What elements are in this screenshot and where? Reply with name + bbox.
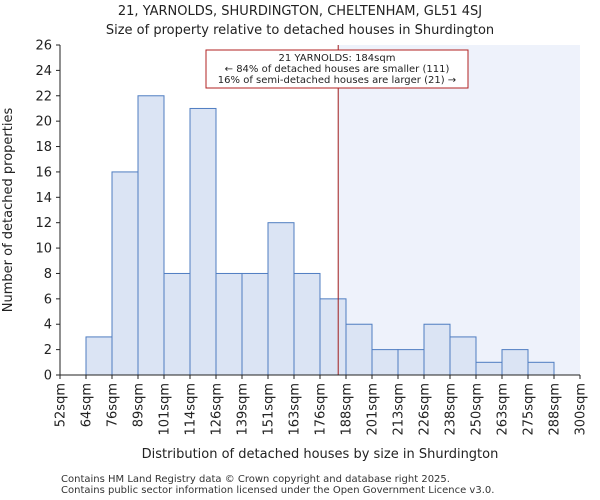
highlight-region — [338, 45, 580, 375]
y-tick-label-6: 6 — [44, 292, 52, 307]
x-tick-label-163sqm: 163sqm — [288, 383, 303, 436]
bar-139sqm — [241, 272, 269, 376]
x-tick-label-250sqm: 250sqm — [470, 383, 485, 436]
x-tick-label-176sqm: 176sqm — [314, 383, 329, 436]
bar-201sqm — [371, 349, 399, 376]
chart-title-address: 21, YARNOLDS, SHURDINGTON, CHELTENHAM, G… — [117, 4, 483, 19]
y-tick-label-12: 12 — [35, 216, 52, 231]
x-tick-label-288sqm: 288sqm — [548, 383, 563, 436]
y-axis-label: Number of detached properties — [1, 108, 16, 313]
bar-64sqm — [85, 336, 113, 376]
y-tick-label-10: 10 — [35, 242, 52, 257]
x-axis-ticks: 52sqm 64sqm 76sqm 89sqm 101sqm 114sqm 126sqm 13… — [54, 375, 589, 436]
x-tick-label-188sqm: 188sqm — [340, 383, 355, 436]
annotation-line-1: 21 YARNOLDS: 184sqm — [279, 53, 396, 64]
y-tick-label-20: 20 — [35, 115, 52, 130]
x-tick-label-201sqm: 201sqm — [366, 383, 381, 436]
bar-226sqm — [423, 323, 451, 376]
footer-attribution: Contains HM Land Registry data © Crown c… — [61, 474, 494, 496]
x-tick-label-139sqm: 139sqm — [236, 383, 251, 436]
bar-176sqm — [319, 298, 347, 376]
bar-275sqm — [527, 361, 555, 376]
x-tick-label-126sqm: 126sqm — [210, 383, 225, 436]
bar-89sqm — [137, 95, 165, 376]
annotation-line-2: ← 84% of detached houses are smaller (11… — [225, 64, 450, 75]
bar-188sqm — [345, 323, 373, 376]
x-tick-label-275sqm: 275sqm — [522, 383, 537, 436]
bar-151sqm — [267, 222, 295, 376]
bar-114sqm — [189, 107, 217, 376]
chart-title-subtitle: Size of property relative to detached ho… — [105, 23, 495, 38]
x-tick-label-238sqm: 238sqm — [444, 383, 459, 436]
y-tick-label-4: 4 — [44, 318, 52, 333]
x-tick-label-263sqm: 263sqm — [496, 383, 511, 436]
y-tick-label-16: 16 — [35, 165, 52, 180]
x-tick-label-300sqm: 300sqm — [574, 383, 589, 436]
chart-title-block: 21, YARNOLDS, SHURDINGTON, CHELTENHAM, G… — [0, 2, 600, 40]
footer-line-2: Contains public sector information licen… — [61, 485, 495, 496]
y-tick-label-8: 8 — [44, 267, 52, 282]
x-tick-label-89sqm: 89sqm — [132, 383, 147, 427]
bar-250sqm — [475, 361, 503, 376]
x-tick-label-226sqm: 226sqm — [418, 383, 433, 436]
annotation-frame — [205, 49, 469, 89]
bar-101sqm — [163, 272, 191, 376]
bar-76sqm — [111, 171, 139, 376]
bar-126sqm — [215, 272, 243, 376]
y-tick-label-14: 14 — [35, 191, 52, 206]
y-tick-label-22: 22 — [35, 89, 52, 104]
bar-263sqm — [501, 349, 529, 376]
y-tick-label-0: 0 — [44, 369, 52, 384]
y-tick-label-2: 2 — [44, 343, 52, 358]
y-tick-label-18: 18 — [35, 140, 52, 155]
y-tick-label-24: 24 — [35, 64, 52, 79]
x-tick-label-114sqm: 114sqm — [184, 383, 199, 436]
x-tick-label-52sqm: 52sqm — [54, 383, 69, 427]
bar-238sqm — [449, 336, 477, 376]
x-tick-label-101sqm: 101sqm — [158, 383, 173, 436]
bar-213sqm — [397, 349, 425, 376]
bar-163sqm — [293, 272, 321, 376]
x-tick-label-151sqm: 151sqm — [262, 383, 277, 436]
x-tick-label-213sqm: 213sqm — [392, 383, 407, 436]
y-tick-label-26: 26 — [35, 39, 52, 54]
x-tick-label-64sqm: 64sqm — [80, 383, 95, 427]
footer-line-1: Contains HM Land Registry data © Crown c… — [61, 474, 450, 485]
x-tick-label-76sqm: 76sqm — [106, 383, 121, 427]
x-axis-label: Distribution of detached houses by size … — [142, 447, 499, 462]
annotation-line-3: 16% of semi-detached houses are larger (… — [218, 75, 456, 86]
bars-group — [85, 95, 555, 376]
annotation-box: 21 YARNOLDS: 184sqm ← 84% of detached ho… — [205, 49, 469, 89]
